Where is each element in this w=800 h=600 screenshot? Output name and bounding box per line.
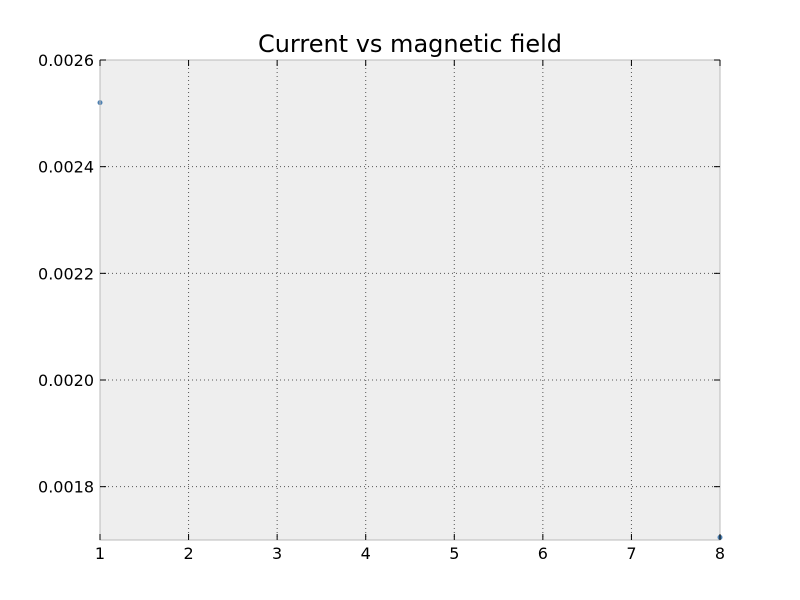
plot-frame xyxy=(99,59,721,541)
axes xyxy=(99,59,721,541)
chart-title: Current vs magnetic field xyxy=(258,30,562,58)
y-tick-label: 0.0022 xyxy=(38,264,94,283)
x-tick-label: 5 xyxy=(449,544,459,563)
x-tick-label: 2 xyxy=(183,544,193,563)
y-tick-label: 0.0018 xyxy=(38,478,94,497)
x-tick-label: 6 xyxy=(538,544,548,563)
x-tick-label: 8 xyxy=(715,544,725,563)
x-tick-label: 4 xyxy=(361,544,371,563)
x-axis-ticks: 1 2 3 4 5 6 7 8 xyxy=(95,60,725,563)
y-tick-label: 0.0026 xyxy=(38,51,94,70)
x-tick-label: 7 xyxy=(626,544,636,563)
plot-area xyxy=(100,60,720,540)
x-tick-label: 1 xyxy=(95,544,105,563)
y-tick-label: 0.0024 xyxy=(38,158,94,177)
y-tick-label: 0.0020 xyxy=(38,371,94,390)
x-tick-label: 3 xyxy=(272,544,282,563)
y-axis-ticks: 0.0018 0.0020 0.0022 0.0024 0.0026 xyxy=(38,51,720,497)
